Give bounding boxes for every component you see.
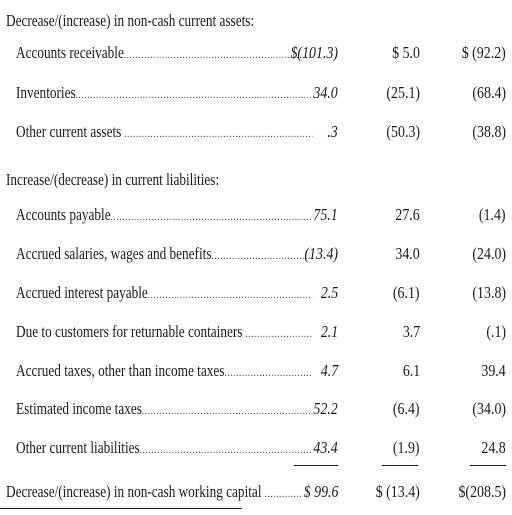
value-col-1: 2.1 xyxy=(321,319,338,345)
value-col-1: 52.2 xyxy=(314,396,338,422)
value-col-2: (50.3) xyxy=(386,119,420,145)
value-col-1: 34.0 xyxy=(314,80,338,106)
table-row: Accrued taxes, other than income taxes..… xyxy=(0,358,512,384)
row-label: Accounts receivable xyxy=(16,43,124,62)
value-col-2: (6.1) xyxy=(393,280,420,306)
total-row: Decrease/(increase) in non-cash working … xyxy=(0,479,512,505)
value-col-2: $ 5.0 xyxy=(392,40,420,66)
value-col-2: 27.6 xyxy=(396,202,420,228)
section-heading-text: Increase/(decrease) in current liabiliti… xyxy=(6,167,219,193)
value-col-1: .3 xyxy=(328,119,338,145)
subtotal-rule xyxy=(294,465,338,466)
value-col-1: 4.7 xyxy=(321,358,338,384)
row-label: Other current liabilities xyxy=(16,438,140,457)
subtotal-rule xyxy=(470,465,506,466)
value-col-3: (.1) xyxy=(486,319,506,345)
total-col-1: $ 99.6 xyxy=(303,479,338,505)
table-row: Inventories.............................… xyxy=(0,80,512,106)
section-heading-text: Decrease/(increase) in non-cash current … xyxy=(6,8,254,34)
table-row: Accrued interest payable................… xyxy=(0,280,512,306)
total-col-2: $ (13.4) xyxy=(376,479,420,505)
value-col-3: (38.8) xyxy=(472,119,506,145)
value-col-3: (13.8) xyxy=(472,280,506,306)
value-col-2: (6.4) xyxy=(393,396,420,422)
value-col-3: (34.0) xyxy=(472,396,506,422)
value-col-1: $(101.3) xyxy=(290,40,338,66)
value-col-1: 75.1 xyxy=(314,202,338,228)
table-row: Due to customers for returnable containe… xyxy=(0,319,512,345)
value-col-2: 34.0 xyxy=(396,241,420,267)
value-col-2: (25.1) xyxy=(386,80,420,106)
row-label: Accounts payable xyxy=(16,205,111,224)
table-row: Accounts payable........................… xyxy=(0,202,512,228)
bottom-rule xyxy=(0,508,242,509)
value-col-1: 43.4 xyxy=(314,435,338,461)
value-col-3: 39.4 xyxy=(482,358,506,384)
value-col-2: (1.9) xyxy=(393,435,420,461)
row-label: Other current assets xyxy=(16,122,121,141)
row-label: Inventories xyxy=(16,83,76,102)
table-row: Estimated income taxes..................… xyxy=(0,396,512,422)
row-label: Accrued interest payable xyxy=(16,283,148,302)
section-heading-liabilities: Increase/(decrease) in current liabiliti… xyxy=(0,167,512,193)
section-heading-assets: Decrease/(increase) in non-cash current … xyxy=(0,8,512,34)
value-col-3: $ (92.2) xyxy=(462,40,506,66)
value-col-3: 24.8 xyxy=(482,435,506,461)
value-col-3: (1.4) xyxy=(479,202,506,228)
value-col-3: (68.4) xyxy=(472,80,506,106)
value-col-3: (24.0) xyxy=(472,241,506,267)
total-col-3: $(208.5) xyxy=(458,479,506,505)
table-row: Accounts receivable.....................… xyxy=(0,40,512,66)
row-label: Due to customers for returnable containe… xyxy=(16,322,242,341)
total-label: Decrease/(increase) in non-cash working … xyxy=(6,482,262,501)
subtotal-rule xyxy=(382,465,418,466)
value-col-2: 3.7 xyxy=(403,319,420,345)
value-col-1: 2.5 xyxy=(321,280,338,306)
value-col-2: 6.1 xyxy=(403,358,420,384)
row-label: Accrued taxes, other than income taxes xyxy=(16,361,224,380)
table-row: Other current liabilities...............… xyxy=(0,435,512,461)
row-label: Accrued salaries, wages and benefits xyxy=(16,244,212,263)
table-row: Accrued salaries, wages and benefits....… xyxy=(0,241,512,267)
table-row: Other current assets ...................… xyxy=(0,119,512,145)
value-col-1: (13.4) xyxy=(304,241,338,267)
row-label: Estimated income taxes xyxy=(16,399,142,418)
